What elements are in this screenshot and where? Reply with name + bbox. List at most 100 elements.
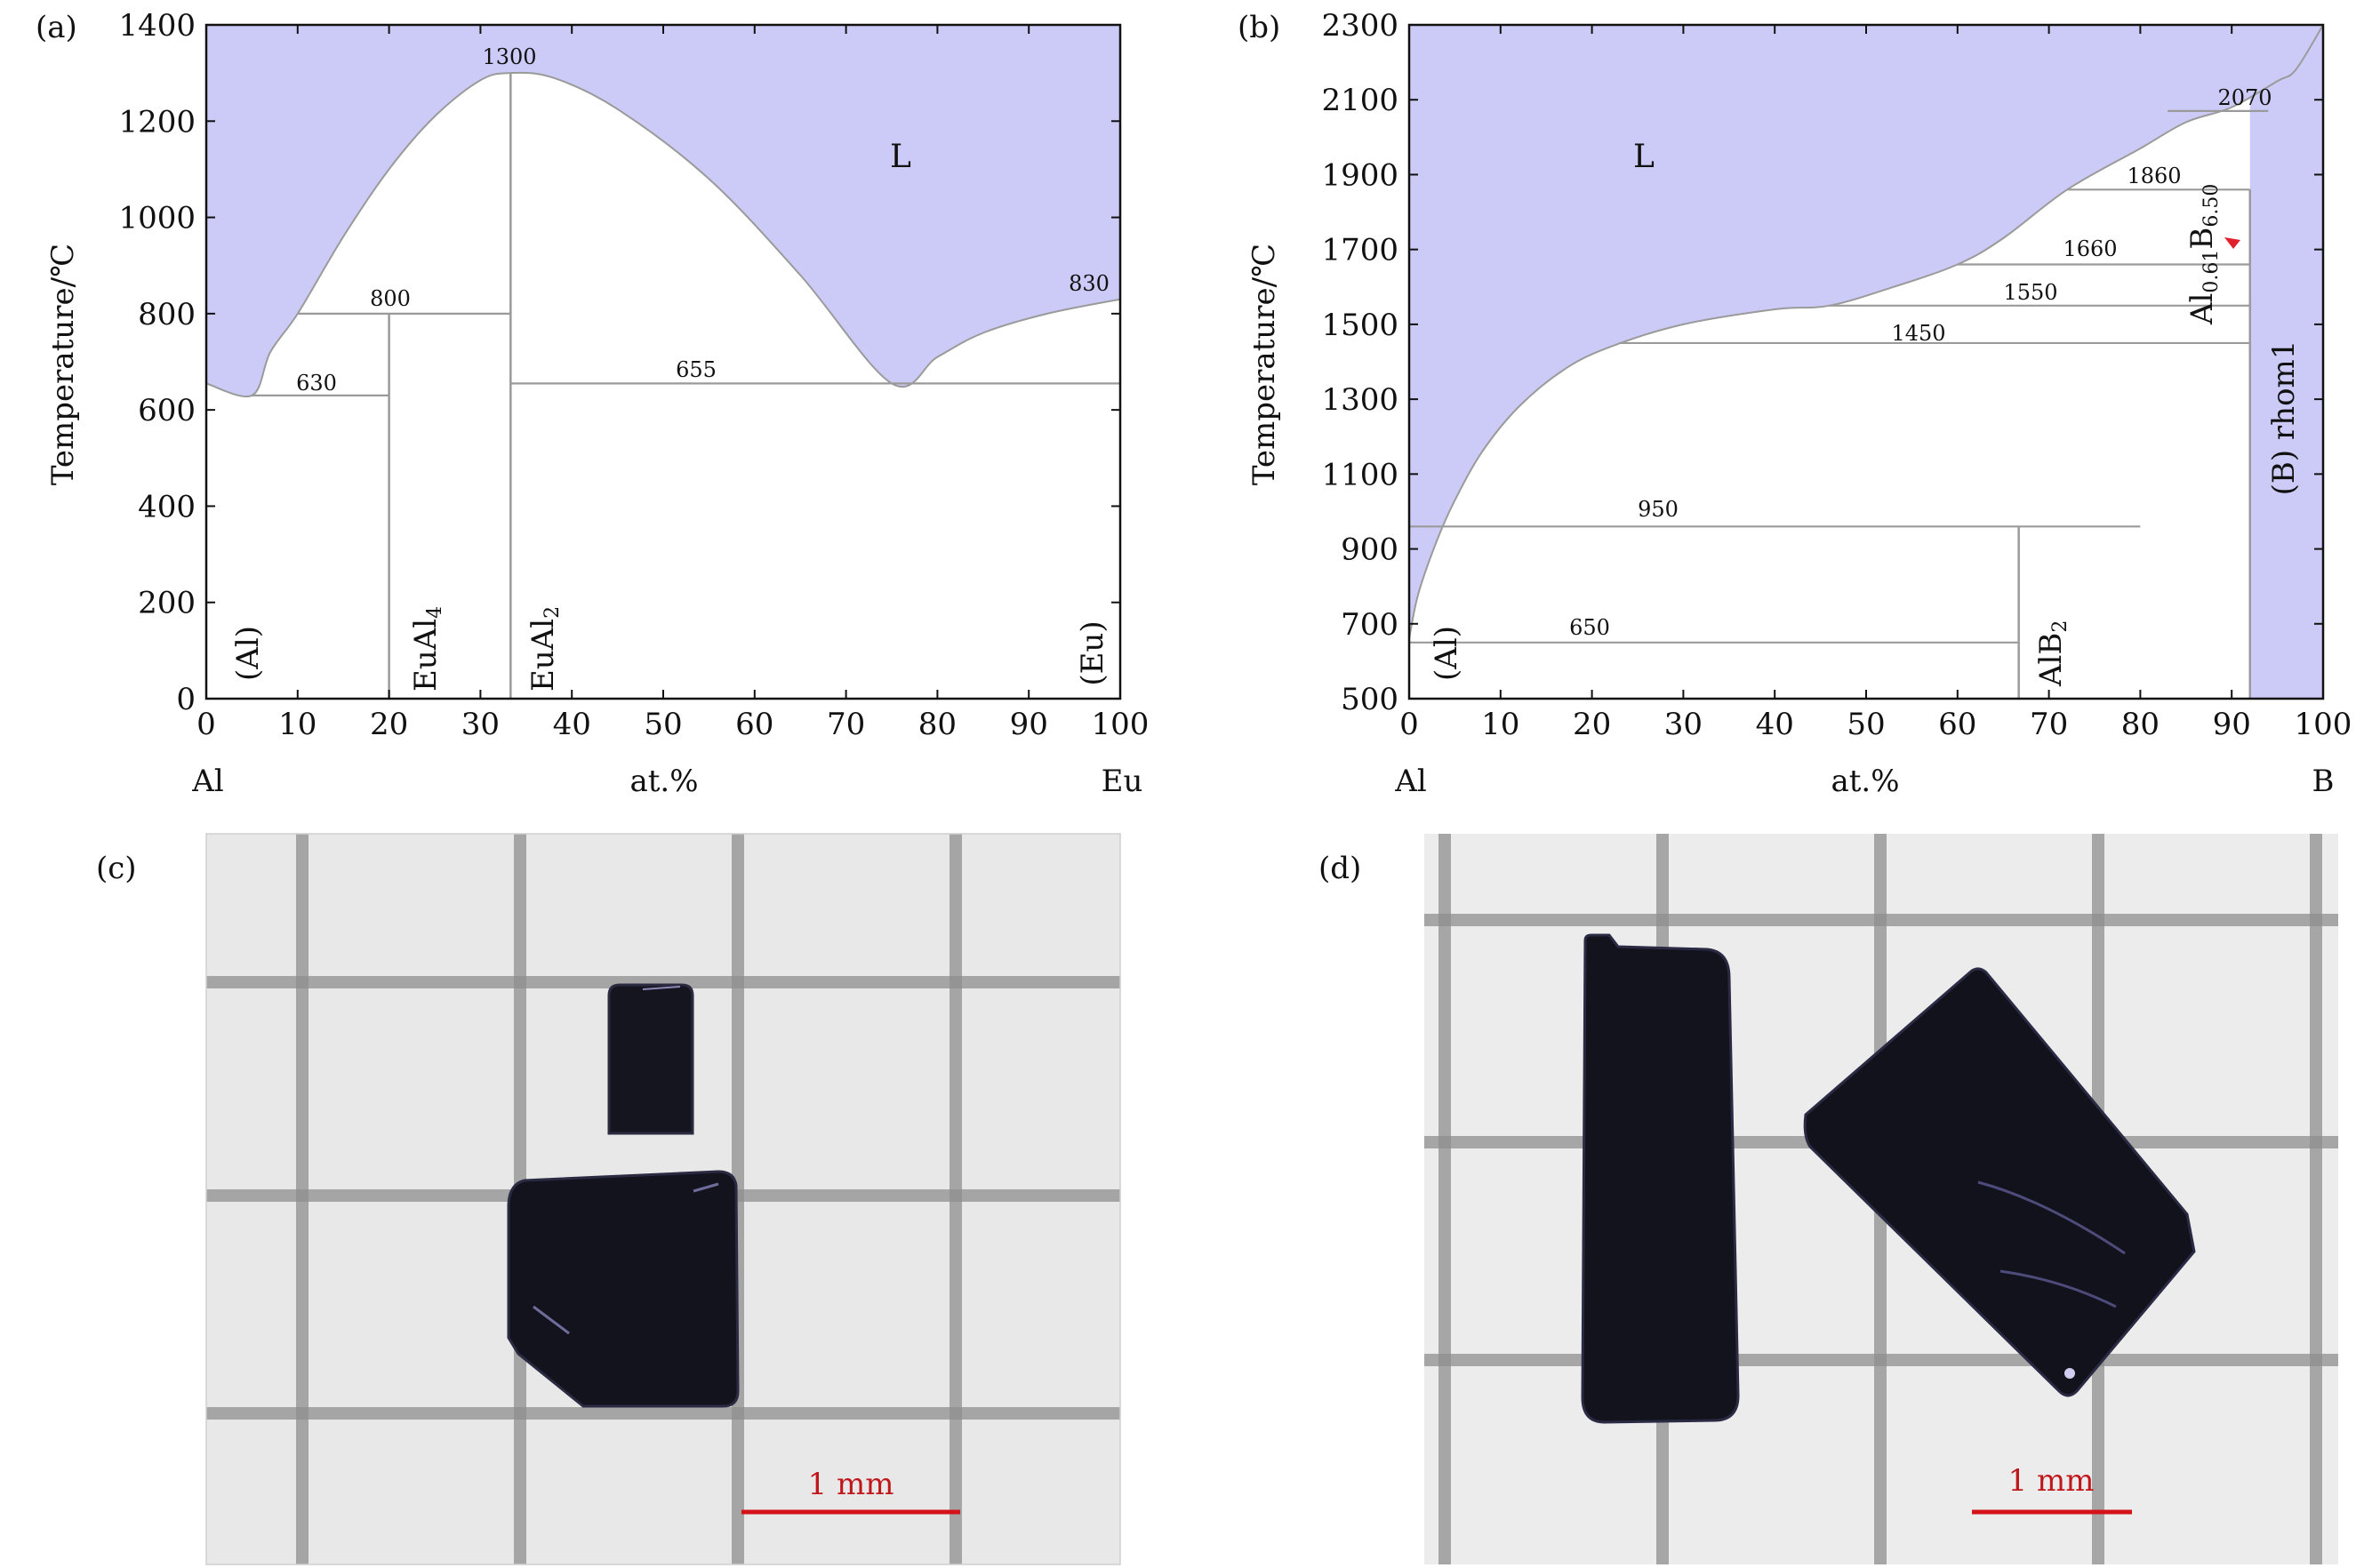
x-tick-label: 10 [1481, 707, 1519, 742]
y-tick-label: 700 [1341, 607, 1398, 643]
x-tick-label: 70 [827, 707, 865, 742]
crystal-highlight [1977, 1180, 2126, 1308]
x-tick-label: 0 [1399, 707, 1419, 742]
y-axis-label: Temperature/℃ [1246, 244, 1282, 485]
y-tick-label: 900 [1341, 532, 1398, 568]
x-tick-label: 30 [461, 707, 500, 742]
y-tick-label: 1100 [1321, 457, 1398, 492]
red-marker-icon [2224, 237, 2240, 249]
x-tick-label: 100 [1092, 707, 1150, 742]
phase-diagram-al-eu: 0 10 20 30 40 50 60 70 80 90 100020040060080010001… [36, 8, 1149, 799]
phase-label-liquid: L [1633, 139, 1655, 175]
x-tick-label: 20 [1573, 707, 1611, 742]
isotherm-label-650: 650 [1569, 615, 1610, 640]
phase-label-al: (Al) [230, 626, 266, 681]
x-tick-label: 30 [1664, 707, 1703, 742]
x-tick-label: 60 [1938, 707, 1976, 742]
y-tick-label: 200 [138, 586, 196, 621]
isotherm-label-800: 800 [370, 286, 411, 311]
phase-label-liquid: L [890, 139, 911, 175]
phase-label-al061b650: Al0.61B6.50 [2184, 184, 2223, 325]
phase-label-alb2: AlB2 [2033, 620, 2071, 687]
isotherm-label-2070: 2070 [2217, 85, 2272, 110]
axis-ticks: 0 10 20 30 40 50 60 70 80 90 100020040060080010001… [118, 8, 1149, 742]
crystal-highlight [533, 1182, 719, 1335]
small-crystal [607, 983, 694, 1135]
y-tick-label: 0 [176, 682, 196, 717]
elongated-crystal [1581, 933, 1740, 1424]
y-tick-label: 1300 [1321, 382, 1398, 418]
x-tick-label: 60 [735, 707, 773, 742]
phase-label-eual2: EuAl2 [525, 606, 564, 692]
x-tick-label: 80 [918, 707, 957, 742]
large-crystal [507, 1170, 740, 1408]
isotherm-label-630: 630 [296, 371, 337, 396]
isotherm-label-1660: 1660 [2063, 236, 2117, 261]
panel-label-d: (d) [1318, 851, 1361, 886]
y-tick-label: 500 [1341, 682, 1398, 717]
x-tick-label: 80 [2121, 707, 2160, 742]
y-tick-label: 400 [138, 489, 196, 524]
right-annotation: 830 [1069, 271, 1110, 296]
rotated-crystal [1803, 967, 2196, 1397]
x-left-element-label: Al [191, 764, 223, 799]
x-right-element-label: B [2312, 764, 2335, 799]
x-tick-label: 40 [1756, 707, 1794, 742]
crystal-highlight [642, 986, 681, 990]
axis-ticks: 0 10 20 30 40 50 60 70 80 90 100 500 700 900 1100 1300 1… [1321, 8, 2352, 742]
liquidus-curve [1408, 24, 2324, 639]
phase-label-al: (Al) [1429, 626, 1464, 681]
x-tick-label: 50 [644, 707, 682, 742]
phase-label-boron-rhom: (B) rhom1 [2266, 340, 2302, 496]
crystal-photo-c: 1 mm (c) [96, 833, 1121, 1565]
scale-bar-label: 1 mm [808, 1467, 894, 1502]
y-tick-label: 1400 [118, 8, 196, 44]
scale-bar-label: 1 mm [2008, 1463, 2095, 1499]
isotherm-label-1550: 1550 [2003, 280, 2057, 305]
x-axis-label: at.% [629, 764, 698, 799]
y-axis-label: Temperature/℃ [45, 244, 81, 485]
phase-diagram-al-b: 0 10 20 30 40 50 60 70 80 90 100 500 700 900 1100 1300 1… [1238, 8, 2352, 799]
x-axis-label: at.% [1831, 764, 1899, 799]
boron-rhom-region [2249, 25, 2323, 699]
x-tick-label: 100 [2295, 707, 2352, 742]
y-tick-label: 2300 [1321, 8, 1398, 44]
phase-boundary-lines [252, 73, 1120, 699]
crystal-photo-d: 1 mm (d) [1318, 834, 2338, 1564]
x-tick-label: 50 [1847, 707, 1885, 742]
y-tick-label: 1000 [118, 201, 196, 236]
x-tick-label: 40 [553, 707, 591, 742]
y-tick-label: 600 [138, 393, 196, 428]
isotherm-label-655: 655 [676, 357, 717, 382]
phase-label-eu: (Eu) [1075, 620, 1110, 685]
x-right-element-label: Eu [1102, 764, 1143, 799]
x-tick-label: 90 [2213, 707, 2251, 742]
isotherm-label-1860: 1860 [2127, 164, 2181, 188]
x-tick-label: 70 [2030, 707, 2068, 742]
y-tick-label: 1200 [118, 104, 196, 140]
x-left-element-label: Al [1394, 764, 1426, 799]
panel-label-b: (b) [1238, 10, 1280, 45]
crystal-reflection [2064, 1368, 2075, 1379]
phase-label-eual4: EuAl4 [408, 606, 446, 692]
y-tick-label: 1900 [1321, 157, 1398, 193]
peak-annotation: 1300 [482, 44, 536, 69]
photo-frame [205, 833, 1121, 1565]
liquid-region [1409, 25, 2323, 639]
y-tick-label: 1500 [1321, 308, 1398, 343]
y-tick-label: 1700 [1321, 233, 1398, 268]
y-tick-label: 800 [138, 297, 196, 332]
x-tick-label: 90 [1010, 707, 1048, 742]
isotherm-label-1450: 1450 [1891, 321, 1945, 346]
isotherm-label-950: 950 [1638, 497, 1679, 522]
x-tick-label: 0 [196, 707, 216, 742]
panel-label-c: (c) [96, 851, 137, 886]
x-tick-label: 10 [278, 707, 317, 742]
liquid-region [206, 25, 1120, 397]
y-tick-label: 2100 [1321, 83, 1398, 118]
liquidus-curve [205, 71, 1121, 398]
panel-label-a: (a) [36, 10, 77, 45]
phase-boundary-lines [1409, 109, 2269, 699]
x-tick-label: 20 [370, 707, 408, 742]
